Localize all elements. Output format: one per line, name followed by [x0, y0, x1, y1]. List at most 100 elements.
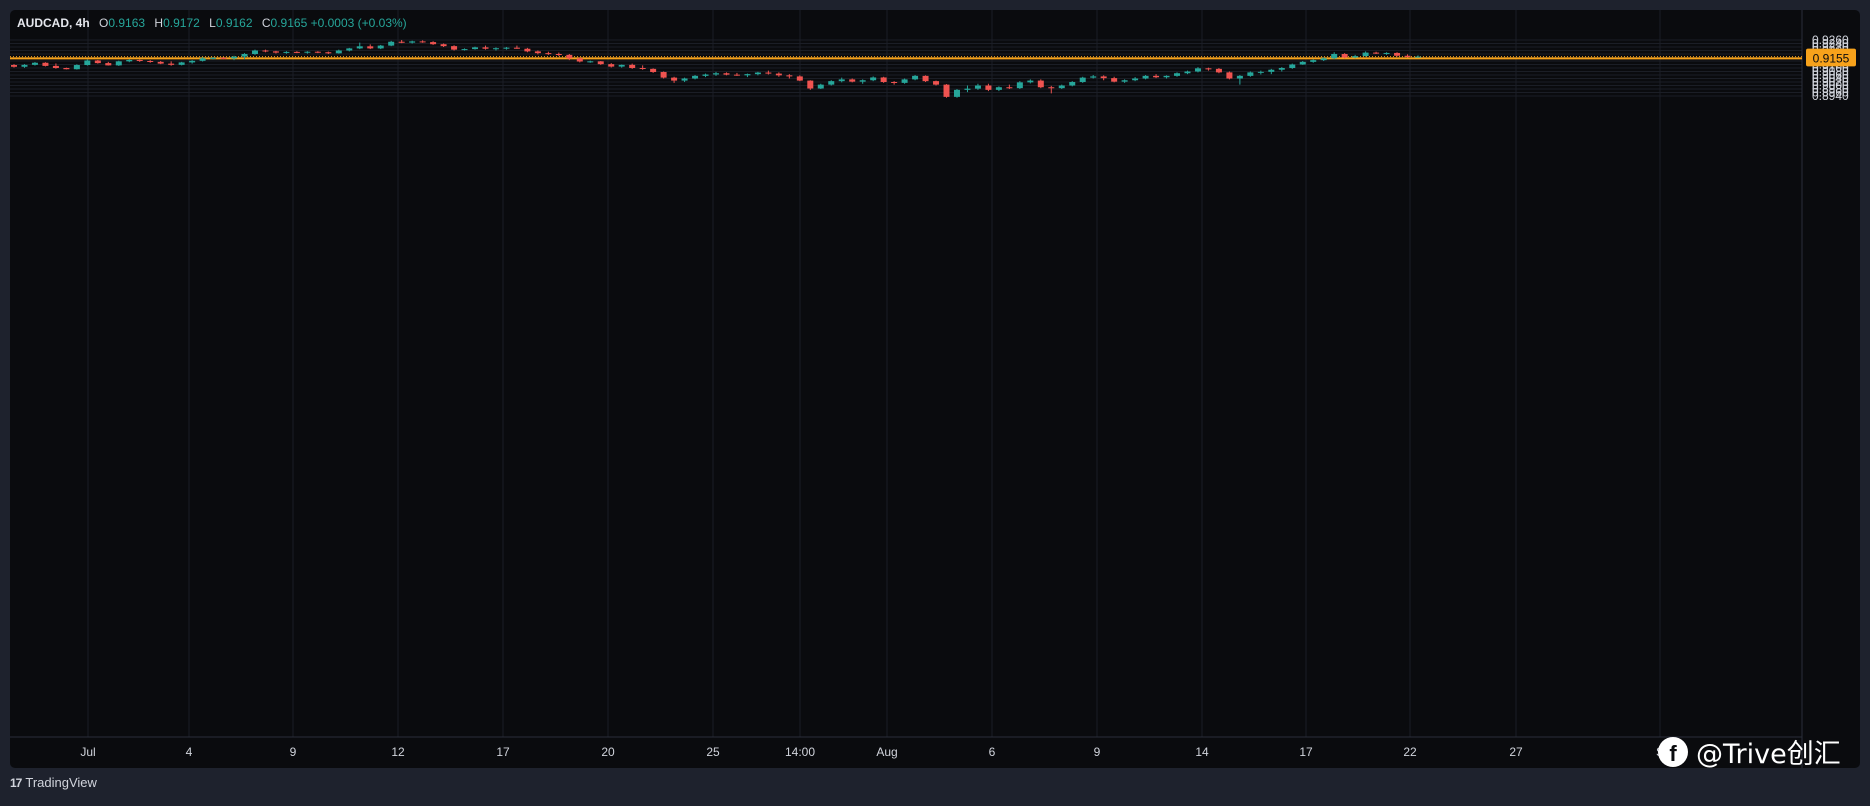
candle — [1121, 79, 1128, 83]
candle-body — [534, 51, 541, 54]
candle-body — [859, 80, 866, 82]
candle-body — [1268, 69, 1275, 72]
candle — [1394, 52, 1401, 57]
candle-body — [42, 62, 49, 66]
candle — [430, 41, 437, 45]
candle-body — [922, 75, 929, 82]
candle-body — [419, 41, 426, 43]
candle — [807, 80, 814, 90]
candle-body — [995, 87, 1002, 90]
candle — [105, 61, 112, 66]
candle-body — [241, 54, 248, 57]
candle — [335, 49, 342, 54]
candle-body — [1373, 52, 1380, 54]
time-tick-label: 27 — [1509, 745, 1523, 759]
open-label: O — [99, 16, 109, 30]
candle-body — [639, 68, 646, 69]
candle — [241, 53, 248, 60]
candle-body — [1100, 76, 1107, 79]
candle — [1194, 67, 1201, 73]
candle-body — [1331, 54, 1338, 59]
candle-body — [838, 79, 845, 82]
candle-body — [1289, 64, 1296, 68]
candle-body — [472, 47, 479, 50]
candle-body — [377, 45, 384, 49]
candle-body — [1404, 55, 1411, 57]
candle-body — [451, 46, 458, 50]
candle — [398, 40, 405, 44]
candle — [283, 51, 290, 54]
candle-body — [482, 47, 489, 49]
candle — [11, 64, 17, 68]
candle-body — [1027, 80, 1034, 83]
candle — [325, 51, 332, 54]
candle — [1048, 85, 1055, 94]
candle — [1362, 51, 1369, 57]
time-tick-label: 9 — [290, 745, 297, 759]
candle-body — [1352, 56, 1359, 58]
candle-body — [1194, 68, 1201, 72]
candle — [472, 46, 479, 50]
candle — [1289, 63, 1296, 69]
candle — [817, 83, 824, 89]
candle-body — [1016, 82, 1023, 89]
candle-body — [933, 81, 940, 85]
candle-body — [52, 65, 59, 68]
candle-body — [901, 79, 908, 83]
candle — [21, 64, 28, 68]
price-tick-label: 0.8980 — [1812, 82, 1849, 96]
candle — [618, 64, 625, 68]
close-label: C — [261, 16, 271, 30]
candle-body — [178, 62, 185, 65]
candle-body — [1278, 68, 1285, 70]
candle-body — [1362, 52, 1369, 57]
candle-body — [545, 53, 552, 55]
chart-pane[interactable] — [10, 10, 1860, 768]
candle — [63, 67, 70, 70]
candle-body — [891, 82, 898, 83]
candle — [1006, 84, 1013, 89]
candle-body — [964, 88, 971, 90]
candle — [94, 59, 101, 64]
interval-label[interactable]: 4h — [75, 16, 90, 30]
candle — [1184, 70, 1191, 75]
candle-body — [1163, 75, 1170, 78]
candle — [524, 47, 531, 53]
candle-body — [1058, 85, 1065, 89]
candle — [901, 78, 908, 84]
candle — [1226, 71, 1233, 80]
candle — [503, 47, 510, 50]
candle — [692, 75, 699, 80]
candle — [1174, 72, 1181, 77]
tradingview-branding[interactable]: 17 TradingView — [10, 775, 97, 790]
candle-body — [388, 41, 395, 46]
candle — [136, 59, 143, 62]
candle — [891, 81, 898, 85]
candle-body — [63, 68, 70, 70]
candle-body — [73, 65, 80, 70]
candle — [1299, 61, 1306, 65]
candle — [1100, 75, 1107, 81]
candle-body — [398, 41, 405, 43]
symbol-name[interactable]: AUDCAD — [17, 16, 69, 30]
tradingview-logo-icon: 17 — [10, 775, 22, 790]
candle — [681, 77, 688, 82]
candle-body — [1111, 78, 1118, 82]
candle — [1310, 59, 1317, 63]
horizontal-levels — [10, 56, 1802, 60]
candle — [671, 76, 678, 83]
candle — [199, 56, 206, 62]
candle — [964, 85, 971, 93]
candle — [115, 60, 122, 66]
candle-body — [503, 47, 510, 49]
candle — [828, 80, 835, 86]
candle-body — [231, 56, 238, 59]
candle — [1341, 53, 1348, 59]
candle — [157, 61, 164, 65]
candle-body — [1121, 80, 1128, 82]
candle — [545, 51, 552, 55]
open-value: 0.9163 — [108, 16, 146, 30]
candle-body — [943, 84, 950, 97]
